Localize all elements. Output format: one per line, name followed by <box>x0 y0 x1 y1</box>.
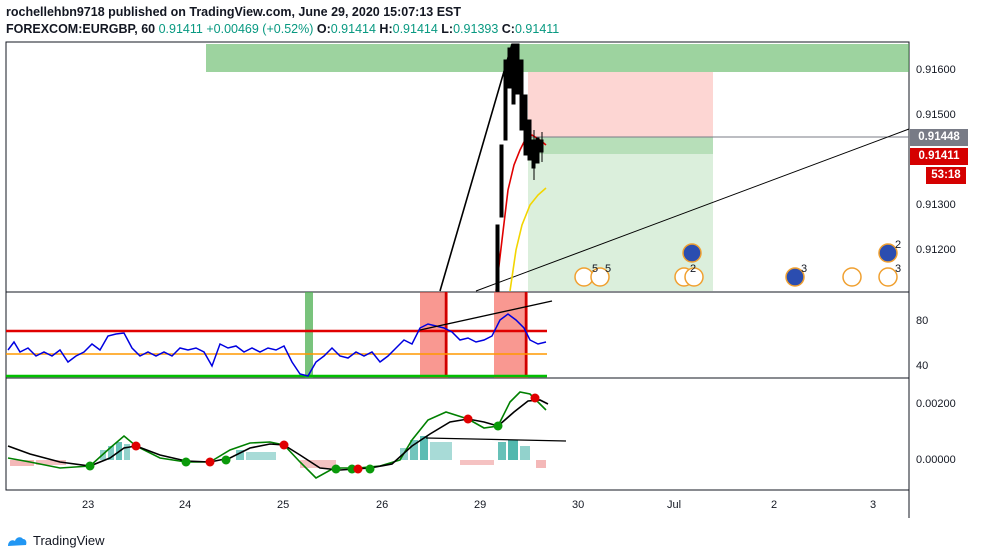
current-price-tag: 0.91411 <box>910 148 968 165</box>
low-label: L: <box>441 22 454 36</box>
event-count: 3 <box>895 263 901 275</box>
last-price: 0.91411 <box>158 22 203 36</box>
macd-line <box>7 391 547 479</box>
eu-event-icon[interactable] <box>785 267 805 287</box>
rsi-green-highlight <box>305 292 313 378</box>
tradingview-logo-icon <box>8 536 27 546</box>
open-value: 0.91414 <box>330 22 376 36</box>
macd-trend-line[interactable] <box>425 437 567 442</box>
low-value: 0.91393 <box>453 22 499 36</box>
event-badges[interactable]: 5 5 2 3 2 3 <box>574 239 901 287</box>
brand-name: TradingView <box>33 533 105 548</box>
event-count: 5 <box>605 263 611 275</box>
time-label: 30 <box>572 499 584 511</box>
rsi-overbought-highlight <box>494 292 528 378</box>
uk-event-icon[interactable] <box>842 267 862 287</box>
signal-line <box>7 399 549 471</box>
footer-brand[interactable]: TradingView <box>6 533 105 548</box>
macd-tick: 0.00000 <box>916 454 956 466</box>
macd-tick: 0.00200 <box>916 398 956 410</box>
uk-event-icon[interactable] <box>590 267 610 287</box>
high-label: H: <box>379 22 393 36</box>
chart-header: rochellehbn9718 published on TradingView… <box>6 4 559 38</box>
time-label: Jul <box>667 499 681 511</box>
trend-line-steep[interactable] <box>439 43 513 292</box>
time-label: 25 <box>277 499 289 511</box>
price-tick: 0.91300 <box>916 199 956 211</box>
time-label: 24 <box>179 499 191 511</box>
rsi-tick: 80 <box>916 315 928 327</box>
time-label: 2 <box>771 499 777 511</box>
rsi-trend-line[interactable] <box>419 300 553 331</box>
close-label: C: <box>501 22 515 36</box>
target-price-tag: 0.91448 <box>910 129 968 146</box>
close-value: 0.91411 <box>514 22 560 36</box>
macd-histogram <box>10 436 546 468</box>
price-tick: 0.91200 <box>916 244 956 256</box>
price-tick: 0.91500 <box>916 109 956 121</box>
rsi-tick: 40 <box>916 360 928 372</box>
entry-zone[interactable] <box>528 137 713 154</box>
time-label: 29 <box>474 499 486 511</box>
yellow-moving-average <box>509 187 547 292</box>
high-value: 0.91414 <box>392 22 438 36</box>
symbol-line: FOREXCOM:EURGBP, 60 0.91411 +0.00469 (+0… <box>6 21 559 38</box>
event-count: 3 <box>801 263 807 275</box>
time-label: 26 <box>376 499 388 511</box>
time-label: 3 <box>870 499 876 511</box>
event-count: 2 <box>895 239 901 251</box>
eu-event-icon[interactable] <box>878 243 898 263</box>
bar-countdown-tag: 53:18 <box>926 167 966 184</box>
open-label: O: <box>316 22 331 36</box>
price-tick: 0.91600 <box>916 64 956 76</box>
event-count: 5 <box>592 263 598 275</box>
event-count: 2 <box>690 263 696 275</box>
eu-event-icon[interactable] <box>682 243 702 263</box>
upper-profit-zone[interactable] <box>206 44 909 72</box>
trend-line-long[interactable] <box>475 128 910 292</box>
publisher-line: rochellehbn9718 published on TradingView… <box>6 5 462 19</box>
symbol-name[interactable]: FOREXCOM:EURGBP, 60 <box>6 22 156 36</box>
uk-event-icon[interactable] <box>878 267 898 287</box>
chart-border <box>5 41 910 491</box>
price-change: +0.00469 (+0.52%) <box>206 22 314 36</box>
rsi-overbought-highlight <box>420 292 448 378</box>
macd-cross-markers <box>85 393 540 474</box>
uk-event-icon[interactable] <box>684 267 704 287</box>
time-label: 23 <box>82 499 94 511</box>
price-candles <box>495 43 544 292</box>
rsi-line <box>7 313 547 377</box>
stop-loss-zone[interactable] <box>528 72 713 137</box>
